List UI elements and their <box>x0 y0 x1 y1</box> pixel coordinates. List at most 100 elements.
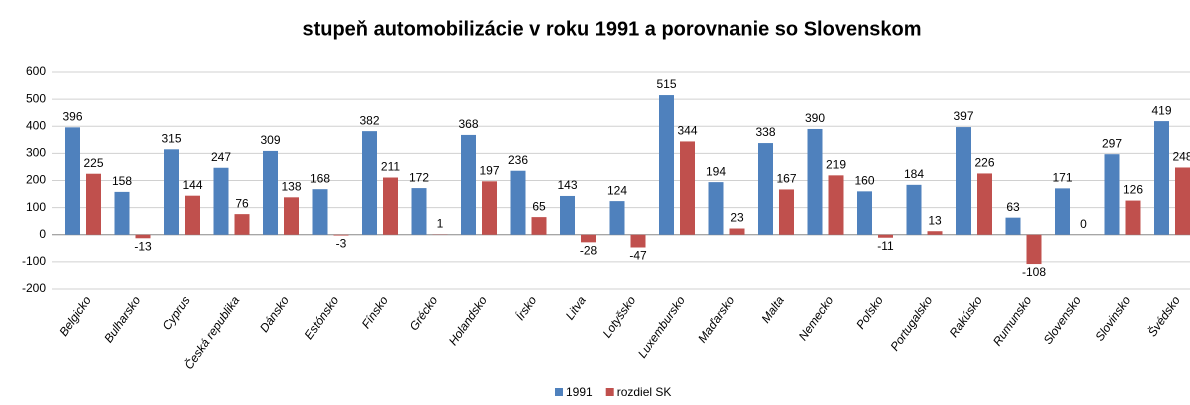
y-tick-label: 100 <box>26 200 46 214</box>
bar <box>1005 217 1021 235</box>
value-label: 167 <box>776 172 796 186</box>
x-tick-label: Luxembursko <box>635 293 688 360</box>
bar <box>659 95 674 235</box>
bar <box>164 149 179 235</box>
value-label: 226 <box>974 156 994 170</box>
x-tick-label: Estónsko <box>302 293 342 342</box>
x-tick-label: Portugalsko <box>887 293 935 353</box>
value-label: 160 <box>854 174 874 188</box>
bar <box>461 134 476 235</box>
value-label: -28 <box>580 244 598 258</box>
value-label: 144 <box>182 178 202 192</box>
value-label: 126 <box>1123 183 1143 197</box>
y-tick-label: -100 <box>22 254 46 268</box>
bar <box>609 201 625 235</box>
value-label: 344 <box>677 124 697 138</box>
value-label: 315 <box>161 131 181 145</box>
y-tick-label: 0 <box>39 227 46 241</box>
x-tick-label: Švédsko <box>1144 293 1183 340</box>
x-tick-label: Belgicko <box>56 293 94 338</box>
x-tick-label: Poľsko <box>853 293 886 331</box>
value-label: -11 <box>877 239 894 253</box>
bar <box>1055 188 1070 235</box>
bar <box>807 128 823 235</box>
legend-label: rozdiel SK <box>617 385 672 399</box>
x-tick-label: Slovinsko <box>1092 293 1133 343</box>
chart-title: stupeň automobilizácie v roku 1991 a por… <box>302 18 921 40</box>
x-tick-label: Fínsko <box>359 293 391 331</box>
value-label: -13 <box>134 239 152 253</box>
bar <box>86 173 101 235</box>
bar <box>312 189 328 235</box>
x-tick-label: Maďarsko <box>695 293 737 345</box>
x-tick-label: Grécko <box>407 293 441 333</box>
legend-swatch <box>555 388 563 396</box>
bar <box>185 195 200 235</box>
y-tick-label: -200 <box>22 281 46 295</box>
bar <box>333 234 349 236</box>
value-label: 143 <box>557 178 577 192</box>
bar <box>1175 167 1190 235</box>
x-tick-label: Malta <box>759 293 787 325</box>
value-label: -108 <box>1022 265 1046 279</box>
bar <box>284 197 299 235</box>
x-tick-label: Holandsko <box>446 293 490 348</box>
y-tick-label: 600 <box>26 64 46 78</box>
bar <box>758 143 773 235</box>
bar <box>411 188 427 235</box>
bar <box>927 231 943 235</box>
value-label: 197 <box>479 163 499 177</box>
value-label: 396 <box>62 110 82 124</box>
x-tick-label: Slovensko <box>1041 293 1084 347</box>
value-label: 65 <box>532 199 546 213</box>
bar <box>1154 121 1169 235</box>
value-label: -3 <box>336 237 347 251</box>
bar <box>1125 200 1141 235</box>
x-tick-label: Cyprus <box>160 294 193 333</box>
y-tick-label: 500 <box>26 91 46 105</box>
bar <box>630 234 646 248</box>
value-label: -47 <box>629 249 647 263</box>
bar <box>510 170 526 235</box>
value-label: 168 <box>310 171 330 185</box>
bar <box>560 195 575 235</box>
legend-label: 1991 <box>566 385 593 399</box>
bar <box>65 127 80 235</box>
x-tick-label: Litva <box>563 293 589 322</box>
x-tick-label: Lotyšsko <box>600 293 639 340</box>
value-label: 515 <box>656 77 676 91</box>
value-label: 63 <box>1006 200 1020 214</box>
x-tick-label: Dánsko <box>257 293 292 335</box>
value-label: 236 <box>508 153 528 167</box>
value-label: 13 <box>928 213 942 227</box>
bar <box>857 191 872 235</box>
value-label: 211 <box>381 160 400 174</box>
value-label: 219 <box>826 158 846 172</box>
bar <box>1104 154 1120 235</box>
bar <box>135 234 151 239</box>
bar <box>680 141 695 235</box>
value-label: 194 <box>706 164 726 178</box>
bar <box>878 234 893 238</box>
bar <box>828 175 844 235</box>
value-label: 23 <box>730 211 744 225</box>
value-label: 76 <box>235 196 249 210</box>
bar <box>234 214 250 235</box>
y-tick-label: 400 <box>26 118 46 132</box>
bar <box>531 217 547 235</box>
value-label: 171 <box>1052 171 1072 185</box>
value-label: 397 <box>953 109 973 123</box>
bar <box>383 177 398 235</box>
x-tick-label: Rumunsko <box>990 293 1035 348</box>
value-label: 368 <box>458 117 478 131</box>
value-label: 390 <box>805 111 825 125</box>
value-label: 184 <box>904 167 924 181</box>
x-tick-label: Bulharsko <box>101 293 143 345</box>
x-tick-label: Írsko <box>512 293 539 323</box>
value-label: 338 <box>755 125 775 139</box>
value-label: 158 <box>112 174 132 188</box>
bar <box>581 234 596 243</box>
value-label: 0 <box>1080 217 1087 231</box>
bar <box>906 184 922 235</box>
